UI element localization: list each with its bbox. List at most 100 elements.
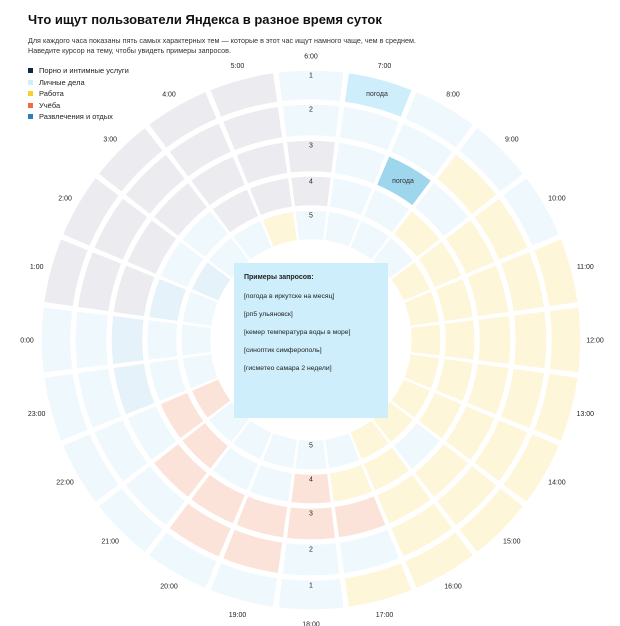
legend-item-porn[interactable]: Порно и интимные услуги — [28, 65, 129, 77]
cell-200-rank-5[interactable] — [192, 262, 231, 301]
cell-000-rank-4[interactable] — [147, 320, 178, 360]
cell-2000-rank-3[interactable] — [191, 474, 245, 524]
cell-1200-rank-5[interactable] — [410, 324, 441, 356]
cell-600-rank-5[interactable] — [295, 210, 327, 241]
cell-2100-rank-3[interactable] — [154, 444, 207, 497]
cell-1500-rank-3[interactable] — [415, 444, 468, 497]
cell-1500-rank-2[interactable] — [437, 466, 497, 526]
cell-800-rank-3[interactable] — [377, 156, 431, 206]
cell-100-rank-3[interactable] — [113, 265, 155, 317]
cell-700-rank-2[interactable] — [339, 107, 399, 151]
cell-300-rank-2[interactable] — [125, 154, 185, 214]
cell-900-rank-3[interactable] — [415, 183, 468, 236]
cell-1000-rank-2[interactable] — [474, 198, 528, 260]
legend-item-personal[interactable]: Личные дела — [28, 77, 129, 89]
cell-1300-rank-5[interactable] — [404, 354, 440, 389]
cell-900-rank-2[interactable] — [437, 154, 497, 214]
cell-2300-rank-4[interactable] — [149, 358, 187, 401]
cell-2200-rank-4[interactable] — [160, 392, 204, 439]
cell-200-rank-2[interactable] — [94, 198, 148, 260]
cell-2200-rank-2[interactable] — [94, 420, 148, 482]
cell-400-rank-3[interactable] — [191, 156, 245, 206]
cell-1800-rank-4[interactable] — [291, 473, 331, 504]
cell-2100-rank-2[interactable] — [125, 466, 185, 526]
cell-700-rank-3[interactable] — [334, 142, 386, 184]
cell-1400-rank-3[interactable] — [445, 406, 495, 460]
cell-1400-rank-2[interactable] — [474, 420, 528, 482]
cell-100-rank-2[interactable] — [78, 252, 122, 312]
cell-1100-rank-4[interactable] — [435, 279, 473, 322]
cell-1700-rank-1[interactable] — [344, 563, 412, 607]
cell-500-rank-1[interactable] — [210, 73, 278, 117]
cell-1100-rank-5[interactable] — [404, 291, 440, 326]
cell-1000-rank-4[interactable] — [418, 241, 462, 288]
cell-1700-rank-2[interactable] — [339, 529, 399, 573]
cell-300-rank-3[interactable] — [154, 183, 207, 236]
cell-2000-rank-1[interactable] — [149, 532, 217, 588]
cell-2200-rank-1[interactable] — [63, 434, 119, 502]
cell-400-rank-4[interactable] — [212, 189, 259, 233]
cell-1100-rank-3[interactable] — [467, 265, 509, 317]
cell-1700-rank-4[interactable] — [329, 464, 372, 502]
cell-600-rank-2[interactable] — [282, 104, 340, 137]
cell-1900-rank-4[interactable] — [250, 464, 293, 502]
cell-1600-rank-1[interactable] — [405, 532, 473, 588]
legend-item-study[interactable]: Учёба — [28, 100, 129, 112]
cell-1800-rank-3[interactable] — [287, 507, 335, 540]
cell-000-rank-5[interactable] — [181, 324, 212, 356]
cell-700-rank-4[interactable] — [329, 178, 372, 216]
cell-1000-rank-1[interactable] — [503, 178, 559, 246]
cell-500-rank-4[interactable] — [250, 178, 293, 216]
cell-200-rank-1[interactable] — [63, 178, 119, 246]
legend-item-fun[interactable]: Развлечения и отдых — [28, 111, 129, 123]
cell-1900-rank-2[interactable] — [223, 529, 283, 573]
cell-300-rank-1[interactable] — [99, 128, 163, 192]
cell-700-rank-1[interactable] — [344, 73, 412, 117]
cell-1700-rank-3[interactable] — [334, 496, 386, 538]
cell-1200-rank-4[interactable] — [444, 320, 475, 360]
cell-000-rank-1[interactable] — [41, 307, 73, 373]
cell-1500-rank-4[interactable] — [394, 423, 440, 469]
cell-200-rank-3[interactable] — [127, 220, 177, 274]
cell-1700-rank-5[interactable] — [325, 433, 360, 469]
cell-2300-rank-1[interactable] — [44, 373, 88, 441]
cell-1300-rank-1[interactable] — [534, 373, 578, 441]
cell-1100-rank-2[interactable] — [500, 252, 544, 312]
cell-2100-rank-1[interactable] — [99, 488, 163, 552]
cell-2100-rank-4[interactable] — [182, 423, 228, 469]
cell-800-rank-1[interactable] — [405, 92, 473, 148]
cell-1900-rank-1[interactable] — [210, 563, 278, 607]
cell-100-rank-4[interactable] — [149, 279, 187, 322]
cell-2000-rank-2[interactable] — [169, 503, 231, 557]
cell-400-rank-2[interactable] — [169, 123, 231, 177]
cell-1600-rank-5[interactable] — [350, 420, 389, 459]
cell-1000-rank-5[interactable] — [391, 262, 430, 301]
cell-1600-rank-2[interactable] — [391, 503, 453, 557]
cell-2200-rank-5[interactable] — [192, 379, 231, 418]
cell-1900-rank-5[interactable] — [262, 433, 297, 469]
cell-1200-rank-2[interactable] — [514, 311, 547, 369]
cell-2000-rank-5[interactable] — [233, 420, 272, 459]
cell-100-rank-5[interactable] — [182, 291, 218, 326]
legend-item-work[interactable]: Работа — [28, 88, 129, 100]
cell-1100-rank-1[interactable] — [534, 239, 578, 307]
cell-600-rank-3[interactable] — [287, 140, 335, 173]
cell-1800-rank-2[interactable] — [282, 543, 340, 576]
cell-1500-rank-1[interactable] — [459, 488, 523, 552]
cell-1600-rank-4[interactable] — [363, 447, 410, 491]
cell-200-rank-4[interactable] — [160, 241, 204, 288]
cell-1300-rank-4[interactable] — [435, 358, 473, 401]
cell-1400-rank-5[interactable] — [391, 379, 430, 418]
cell-2000-rank-4[interactable] — [212, 447, 259, 491]
cell-600-rank-4[interactable] — [291, 176, 331, 207]
cell-500-rank-2[interactable] — [223, 107, 283, 151]
cell-1800-rank-5[interactable] — [295, 439, 327, 470]
cell-300-rank-4[interactable] — [182, 211, 228, 257]
cell-700-rank-5[interactable] — [325, 211, 360, 247]
cell-1800-rank-1[interactable] — [278, 578, 344, 610]
cell-800-rank-5[interactable] — [350, 221, 389, 260]
cell-000-rank-3[interactable] — [111, 316, 144, 364]
cell-1300-rank-3[interactable] — [467, 363, 509, 415]
cell-2200-rank-3[interactable] — [127, 406, 177, 460]
cell-800-rank-4[interactable] — [363, 189, 410, 233]
